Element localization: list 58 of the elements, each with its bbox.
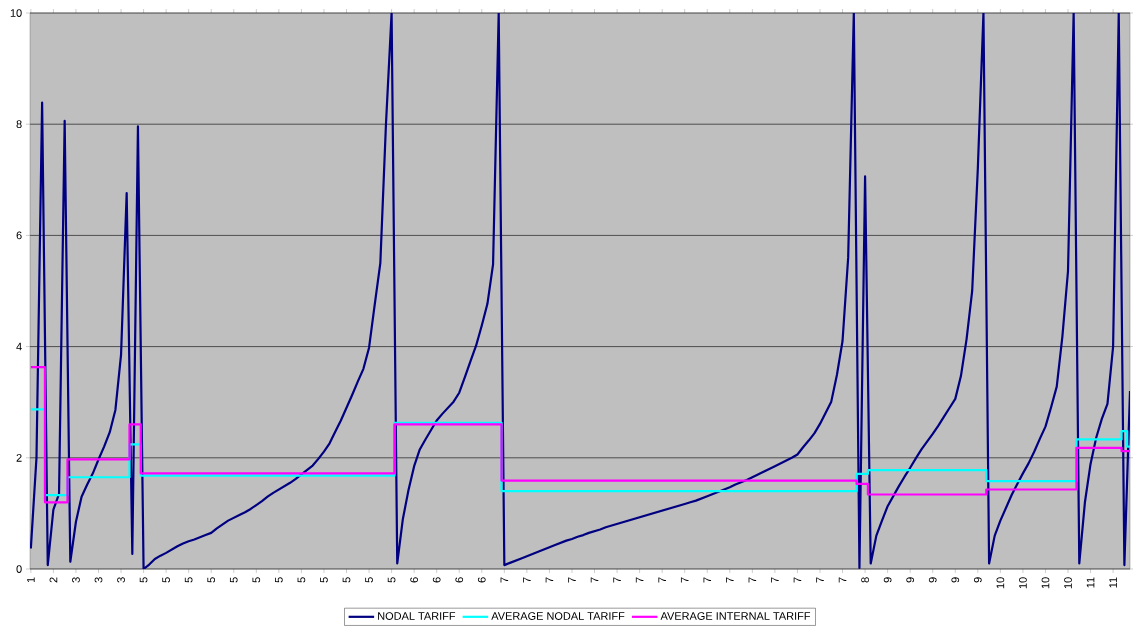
x-tick-label: 5 <box>320 577 328 583</box>
x-tick-label: 5 <box>229 577 238 583</box>
x-tick-label: 7 <box>658 577 666 583</box>
x-tick-label: 7 <box>726 577 734 583</box>
y-tick-label: 0 <box>16 565 22 573</box>
x-tick-label: 10 <box>1019 577 1027 589</box>
x-tick-label: 6 <box>432 577 441 583</box>
x-tick-label: 6 <box>455 577 464 583</box>
y-tick-label: 10 <box>10 9 22 17</box>
x-tick-label: 3 <box>72 577 80 583</box>
x-tick-label: 6 <box>477 577 486 583</box>
x-tick-label: 7 <box>793 577 802 583</box>
x-tick-label: 10 <box>996 577 1005 589</box>
x-tick-label: 5 <box>275 577 283 583</box>
x-tick-label: 9 <box>928 577 937 583</box>
x-tick-label: 7 <box>568 577 576 583</box>
y-tick-label: 6 <box>16 231 22 240</box>
x-tick-label: 5 <box>139 577 148 583</box>
x-tick-label: 7 <box>590 577 599 583</box>
y-tick-label: 4 <box>16 342 22 351</box>
x-tick-label: 9 <box>951 577 960 583</box>
x-tick-label: 5 <box>252 577 261 583</box>
x-tick-label: 7 <box>635 577 644 583</box>
x-tick-label: 7 <box>703 577 712 583</box>
x-tick-label: 8 <box>861 577 869 583</box>
x-tick-label: 7 <box>613 577 621 583</box>
x-tick-label: 9 <box>883 577 892 583</box>
x-tick-label: 6 <box>410 577 419 583</box>
x-tick-label: 5 <box>387 577 396 583</box>
x-tick-label: 7 <box>838 577 847 583</box>
x-tick-label: 7 <box>500 577 509 583</box>
x-tick-label: 5 <box>207 577 216 583</box>
x-tick-label: 5 <box>365 577 373 583</box>
legend-label: AVERAGE INTERNAL TARIFF <box>660 612 811 620</box>
x-tick-label: 7 <box>680 577 689 583</box>
x-tick-label: 7 <box>748 577 757 583</box>
x-tick-label: 5 <box>162 577 170 583</box>
x-tick-label: 3 <box>94 577 103 583</box>
x-tick-label: 9 <box>973 577 982 583</box>
x-tick-label: 2 <box>49 577 58 583</box>
y-tick-label: 2 <box>16 453 22 462</box>
x-tick-label: 10 <box>1041 577 1050 589</box>
x-tick-label: 11 <box>1109 577 1117 588</box>
x-tick-label: 3 <box>117 577 125 583</box>
x-tick-label: 5 <box>342 577 351 583</box>
x-tick-label: 7 <box>816 577 824 583</box>
x-tick-label: 9 <box>906 577 915 583</box>
x-tick-label: 10 <box>1064 577 1072 589</box>
x-tick-label: 7 <box>771 577 779 583</box>
x-tick-label: 5 <box>184 577 193 583</box>
x-tick-label: 11 <box>1086 577 1095 588</box>
legend-label: NODAL TARIFF <box>378 612 456 620</box>
x-tick-label: 7 <box>523 577 531 583</box>
x-tick-label: 7 <box>545 577 554 583</box>
legend-label: AVERAGE NODAL TARIFF <box>491 612 625 620</box>
x-tick-label: 5 <box>297 577 306 583</box>
x-tick-label: 1 <box>27 577 35 583</box>
y-tick-label: 8 <box>16 120 22 129</box>
